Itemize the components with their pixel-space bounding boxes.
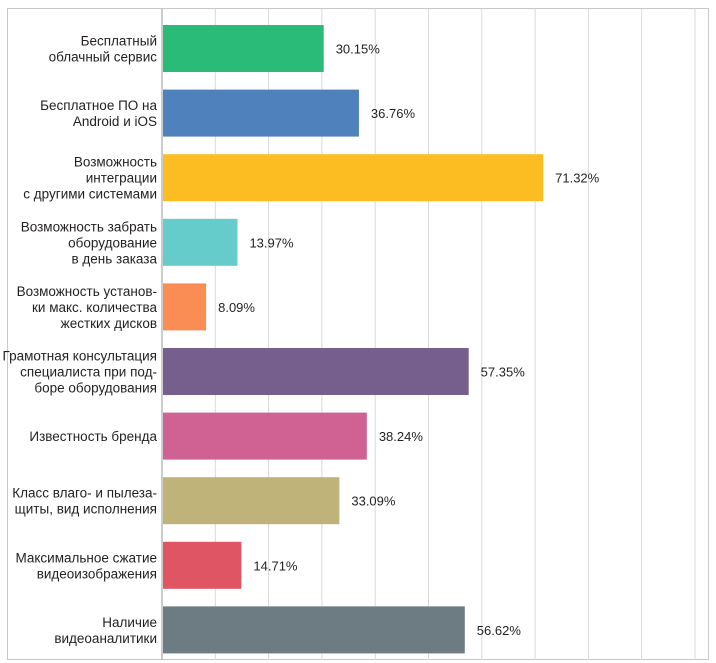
category-label: Бесплатное ПО на Android и iOS xyxy=(40,98,157,129)
category-label-line: специалиста при под- xyxy=(20,365,157,380)
category-label-line: Бесплатный xyxy=(81,34,157,49)
bar xyxy=(163,89,359,137)
category-label: Наличие видеоаналитики xyxy=(54,615,157,646)
data-label: 36.76% xyxy=(371,106,416,121)
data-label: 33.09% xyxy=(351,494,396,509)
data-label: 14.71% xyxy=(253,558,298,573)
category-label-line: Возможность забрать xyxy=(21,219,157,234)
category-label-line: облачный сервис xyxy=(49,50,158,65)
category-label: Известность бренда xyxy=(29,429,157,444)
category-label-line: видеоизображения xyxy=(37,566,157,581)
category-label-line: Класс влаго- и пылеза- xyxy=(12,486,157,501)
data-label: 38.24% xyxy=(379,429,424,444)
category-label-line: Наличие xyxy=(102,615,157,630)
category-label-line: в день заказа xyxy=(71,251,157,266)
category-label-line: с другими системами xyxy=(23,187,157,202)
category-label-line: Android и iOS xyxy=(73,114,157,129)
category-label-line: Возможность xyxy=(74,155,157,170)
category-label-line: Известность бренда xyxy=(29,429,157,444)
category-label-line: ки макс. количества xyxy=(32,300,157,315)
bar xyxy=(163,477,340,525)
bar xyxy=(163,348,469,395)
data-label: 71.32% xyxy=(555,171,600,186)
bar xyxy=(163,154,544,202)
category-label: Грамотная консультация специалиста при по… xyxy=(3,349,157,396)
data-label: 57.35% xyxy=(481,365,526,380)
category-label-line: щиты, вид исполнения xyxy=(15,502,157,517)
data-label: 13.97% xyxy=(249,235,294,250)
data-label: 8.09% xyxy=(218,300,255,315)
category-label-line: Бесплатное ПО на xyxy=(40,98,157,113)
bar xyxy=(163,283,207,331)
category-label-line: боре оборудования xyxy=(34,381,157,396)
data-label: 56.62% xyxy=(477,623,522,638)
category-label-line: видеоаналитики xyxy=(54,631,157,646)
bar xyxy=(163,218,238,266)
data-label: 30.15% xyxy=(336,42,381,57)
category-label-line: Возможность установ- xyxy=(17,284,157,299)
category-label-line: Грамотная консультация xyxy=(3,349,157,364)
category-label-line: жестких дисков xyxy=(61,316,157,331)
category-label: Бесплатный облачный сервис xyxy=(49,34,158,65)
bar xyxy=(163,25,324,72)
bar xyxy=(163,412,367,460)
category-label: Возможность забрать оборудование в день за… xyxy=(21,219,158,266)
category-label: Возможность установ-ки макс. количества ж… xyxy=(17,284,158,331)
bar xyxy=(163,606,465,654)
category-label-line: Максимальное сжатие xyxy=(15,550,157,565)
category-label-line: оборудование xyxy=(68,235,157,250)
category-label: Класс влаго- и пылеза-щиты, вид исполнен… xyxy=(12,486,157,517)
category-label: Максимальное сжатие видеоизображения xyxy=(15,550,157,581)
category-label: Возможность интеграции с другими системами xyxy=(23,155,157,202)
bar xyxy=(163,541,242,589)
category-label-line: интеграции xyxy=(86,171,157,186)
